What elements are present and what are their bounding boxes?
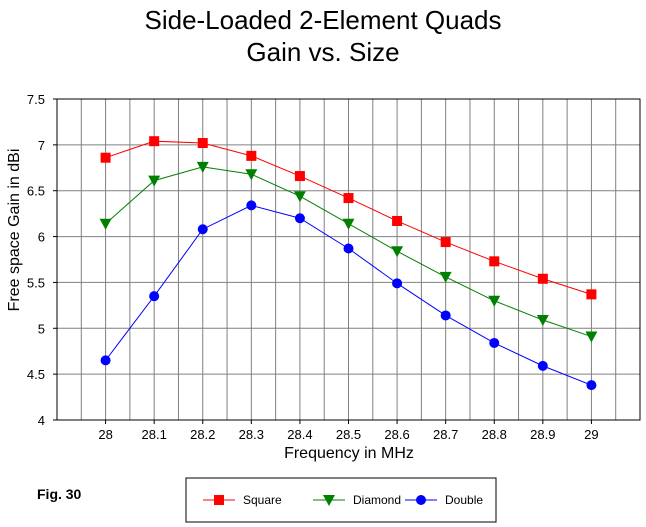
x-tick-label: 28.5 (336, 427, 361, 442)
data-point-diamond (196, 161, 209, 173)
x-axis: 28 28.1 28.2 28.3 28.4 28.5 28.6 28.7 28.8 28.9 29 (98, 420, 599, 442)
data-point-square (343, 193, 354, 204)
data-point-double (440, 310, 451, 321)
legend-marker-square (214, 495, 224, 505)
legend-entry-diamond: Diamond (313, 493, 401, 507)
series-double (100, 200, 597, 391)
y-tick-label: 5 (38, 321, 45, 336)
legend-label-diamond: Diamond (353, 493, 401, 507)
series-layer (99, 136, 598, 391)
data-point-diamond (391, 246, 404, 258)
data-point-double (294, 213, 305, 224)
data-point-double (392, 278, 403, 289)
data-point-square (100, 152, 111, 163)
data-point-square (294, 171, 305, 182)
data-point-double (100, 355, 111, 366)
legend: Square Diamond Double (185, 477, 497, 523)
data-point-double (586, 380, 597, 391)
x-tick-label: 28.6 (384, 427, 409, 442)
y-tick-label: 6.5 (27, 184, 45, 199)
data-point-diamond (585, 331, 598, 343)
x-axis-label: Frequency in MHz (284, 445, 414, 462)
y-tick-label: 7 (38, 138, 45, 153)
y-axis: 4 4.5 5 5.5 6 6.5 7 7.5 (27, 92, 57, 428)
legend-entry-double: Double (405, 493, 483, 507)
data-point-diamond (148, 175, 161, 187)
y-tick-label: 6 (38, 230, 45, 245)
y-tick-label: 7.5 (27, 92, 45, 107)
data-point-diamond (342, 218, 355, 230)
data-point-double (197, 224, 208, 235)
x-tick-label: 29 (584, 427, 598, 442)
y-tick-label: 5.5 (27, 275, 45, 290)
x-tick-label: 28.7 (433, 427, 458, 442)
data-point-double (537, 360, 548, 371)
chart-title: Side-Loaded 2-Element Quads (144, 5, 501, 35)
data-point-square (246, 150, 257, 161)
data-point-square (149, 136, 160, 147)
data-point-square (197, 138, 208, 149)
data-point-diamond (99, 218, 112, 230)
data-point-diamond (245, 169, 258, 181)
figure-label: Fig. 30 (37, 486, 82, 502)
x-tick-label: 28.8 (482, 427, 507, 442)
data-point-diamond (488, 295, 501, 307)
data-point-square (489, 256, 500, 267)
data-point-double (489, 337, 500, 348)
y-tick-label: 4 (38, 413, 45, 428)
legend-marker-diamond (323, 495, 335, 506)
data-point-double (343, 243, 354, 254)
x-tick-label: 28.3 (239, 427, 264, 442)
legend-label-double: Double (445, 493, 483, 507)
data-point-square (537, 273, 548, 284)
x-tick-label: 28.2 (190, 427, 215, 442)
chart-subtitle: Gain vs. Size (246, 37, 399, 67)
x-tick-label: 28.4 (287, 427, 312, 442)
data-point-square (392, 215, 403, 226)
data-point-double (246, 200, 257, 211)
x-tick-label: 28.1 (142, 427, 167, 442)
data-point-square (586, 289, 597, 300)
legend-marker-double (416, 495, 426, 505)
series-square (100, 136, 597, 300)
data-point-diamond (439, 271, 452, 283)
series-diamond (99, 161, 598, 343)
x-tick-label: 28.9 (530, 427, 555, 442)
data-point-diamond (293, 191, 306, 203)
data-point-square (440, 237, 451, 248)
legend-entry-square: Square (203, 493, 282, 507)
x-tick-label: 28 (98, 427, 112, 442)
data-point-double (149, 291, 160, 302)
y-axis-label: Free space Gain in dBi (6, 149, 23, 312)
data-point-diamond (536, 315, 549, 327)
legend-label-square: Square (243, 493, 282, 507)
y-tick-label: 4.5 (27, 367, 45, 382)
plot-area (56, 98, 641, 421)
